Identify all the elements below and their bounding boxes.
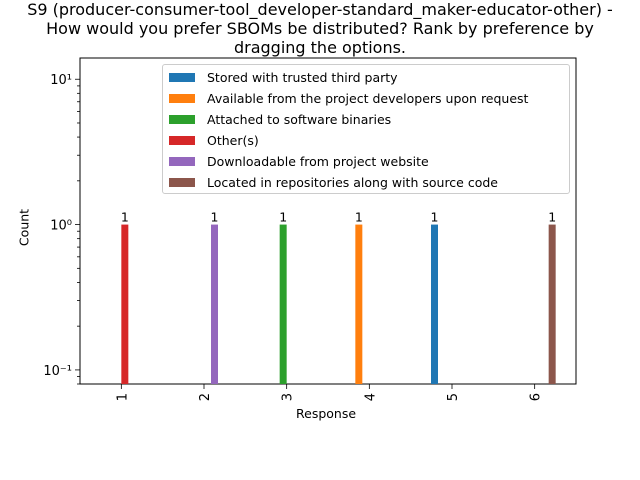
bar	[431, 224, 438, 384]
x-tick-label: 4	[363, 393, 378, 401]
bar-value-label: 1	[121, 210, 129, 225]
y-tick-label: 10⁰	[50, 219, 72, 234]
x-tick-label: 2	[198, 393, 213, 401]
chart-legend: Stored with trusted third party Available…	[162, 64, 570, 194]
chart-title: S9 (producer-consumer-tool_developer-sta…	[0, 0, 640, 57]
chart-title-line-2: How would you prefer SBOMs be distribute…	[46, 19, 594, 38]
bar	[355, 224, 363, 384]
x-tick-label: 6	[529, 393, 544, 401]
legend-entry: Located in repositories along with sourc…	[169, 172, 569, 193]
x-tick-label: 5	[446, 393, 461, 401]
bar	[279, 224, 287, 384]
plot-frame	[79, 57, 577, 385]
legend-swatch	[169, 136, 195, 145]
legend-label: Attached to software binaries	[207, 112, 392, 127]
y-axis-label: Count	[16, 208, 32, 247]
legend-label: Other(s)	[207, 133, 259, 148]
legend-entry: Other(s)	[169, 130, 569, 151]
legend-entry: Attached to software binaries	[169, 109, 569, 130]
bar-value-label: 1	[548, 210, 556, 225]
legend-label: Located in repositories along with sourc…	[207, 175, 498, 190]
legend-label: Available from the project developers up…	[207, 91, 529, 106]
y-tick-label: 10⁻¹	[43, 364, 72, 379]
legend-entry: Downloadable from project website	[169, 151, 569, 172]
chart-title-line-3: dragging the options.	[233, 38, 407, 57]
legend-swatch	[169, 178, 195, 187]
bar-value-label: 1	[355, 210, 363, 225]
bar	[121, 224, 129, 384]
y-tick-label: 10¹	[50, 73, 72, 88]
bar-value-label: 1	[279, 210, 287, 225]
legend-swatch	[169, 157, 195, 166]
legend-label: Downloadable from project website	[207, 154, 429, 169]
legend-label: Stored with trusted third party	[207, 70, 398, 85]
legend-entry: Stored with trusted third party	[169, 67, 569, 88]
x-tick-label: 3	[281, 393, 296, 401]
bar	[548, 224, 556, 384]
x-axis-label: Response	[296, 406, 357, 421]
bar	[211, 224, 218, 384]
x-tick-label: 1	[115, 393, 130, 401]
bar-value-label: 1	[431, 210, 439, 225]
legend-swatch	[169, 115, 195, 124]
bar-value-label: 1	[211, 210, 219, 225]
legend-swatch	[169, 73, 195, 82]
chart-title-line-1: S9 (producer-consumer-tool_developer-sta…	[27, 0, 613, 19]
legend-swatch	[169, 94, 195, 103]
legend-entry: Available from the project developers up…	[169, 88, 569, 109]
